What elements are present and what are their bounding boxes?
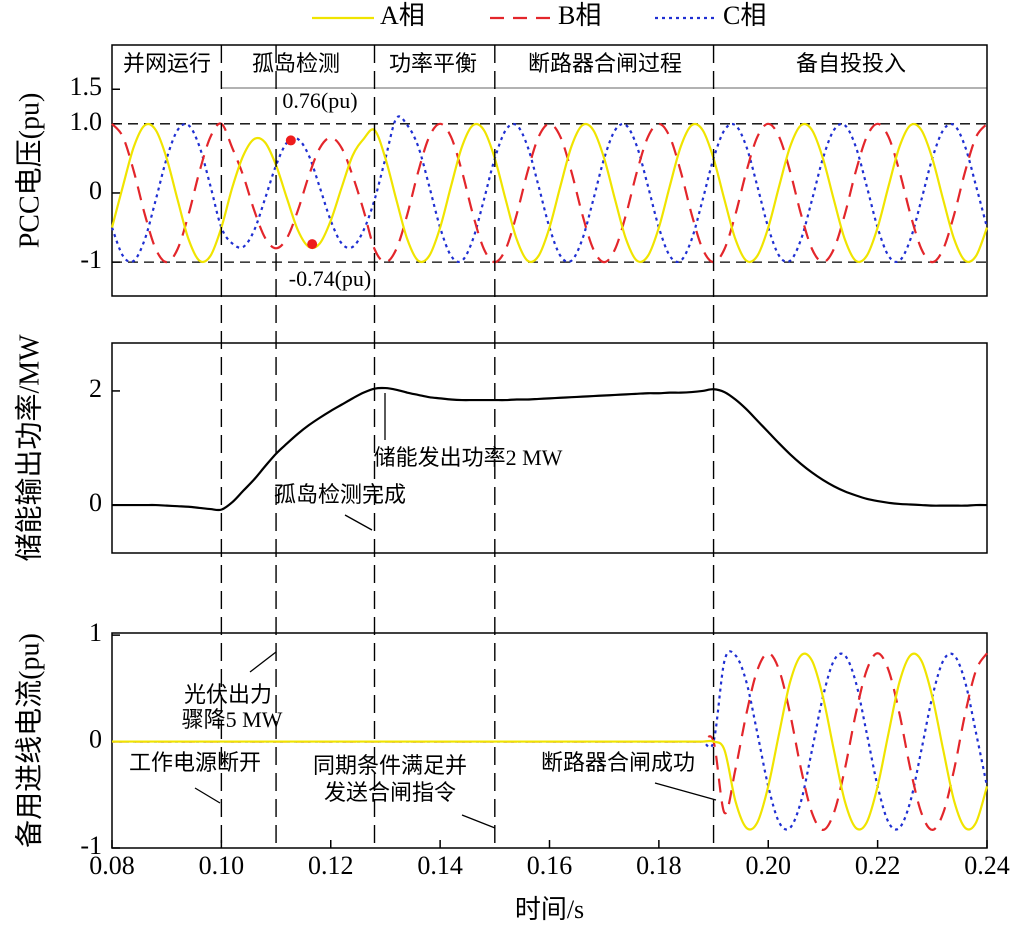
pointer — [249, 651, 277, 673]
x-tick-label: 0.16 — [527, 851, 573, 880]
pointer — [654, 782, 717, 801]
y-tick-label: 0 — [89, 176, 102, 205]
y-tick-label: -1 — [80, 831, 102, 860]
y-tick-label: 1.0 — [70, 107, 103, 136]
annotation: 发送合闸指令 — [324, 780, 456, 805]
marker-label: -0.74(pu) — [289, 266, 371, 291]
y-tick-label: 1 — [89, 618, 102, 647]
plot-frame — [111, 342, 988, 554]
annotation: 光伏出力 — [184, 682, 272, 707]
series-line — [112, 650, 989, 831]
x-tick-label: 0.22 — [855, 851, 901, 880]
x-axis-label: 时间/s — [515, 895, 584, 924]
y-axis-label: PCC电压(pu) — [13, 93, 45, 249]
x-tick-label: 0.14 — [417, 851, 463, 880]
pointer — [461, 814, 496, 829]
pointer — [194, 787, 221, 804]
plot-frame — [111, 44, 988, 297]
pointer — [344, 514, 373, 531]
stage-label: 并网运行 — [123, 51, 211, 76]
annotation: 工作电源断开 — [129, 750, 261, 775]
y-tick-label: -1 — [80, 245, 102, 274]
marker-label: 0.76(pu) — [282, 88, 357, 113]
x-tick-label: 0.10 — [199, 851, 245, 880]
x-tick-label: 0.18 — [636, 851, 682, 880]
legend-label: A相 — [380, 1, 425, 30]
series-line — [111, 386, 988, 512]
marker-point — [285, 135, 296, 146]
y-tick-label: 0 — [89, 488, 102, 517]
series-line — [112, 652, 989, 831]
x-tick-label: 0.12 — [308, 851, 354, 880]
stage-label: 功率平衡 — [389, 51, 477, 76]
annotation: 同期条件满足并 — [313, 753, 467, 778]
y-tick-label: 2 — [89, 374, 102, 403]
y-tick-label: 1.5 — [70, 72, 103, 101]
series-line — [110, 115, 989, 264]
annotation: 断路器合闸成功 — [541, 750, 695, 775]
series-line — [110, 122, 989, 264]
y-axis-label: 备用进线电流(pu) — [13, 633, 45, 848]
annotation: 储能发出功率2 MW — [374, 445, 563, 470]
legend-label: B相 — [558, 1, 601, 30]
x-tick-label: 0.20 — [746, 851, 792, 880]
x-tick-label: 0.24 — [964, 851, 1010, 880]
y-tick-label: 0 — [89, 725, 102, 754]
x-tick-label: 0.08 — [89, 851, 135, 880]
marker-point — [307, 239, 318, 250]
stage-label: 孤岛检测 — [252, 51, 340, 76]
annotation: 孤岛检测完成 — [274, 482, 406, 507]
stage-label: 备自投投入 — [796, 51, 906, 76]
annotation: 骤降5 MW — [182, 707, 283, 732]
legend-label: C相 — [723, 1, 766, 30]
y-axis-label: 储能输出功率/MW — [13, 334, 45, 562]
stage-label: 断路器合闸过程 — [528, 51, 682, 76]
